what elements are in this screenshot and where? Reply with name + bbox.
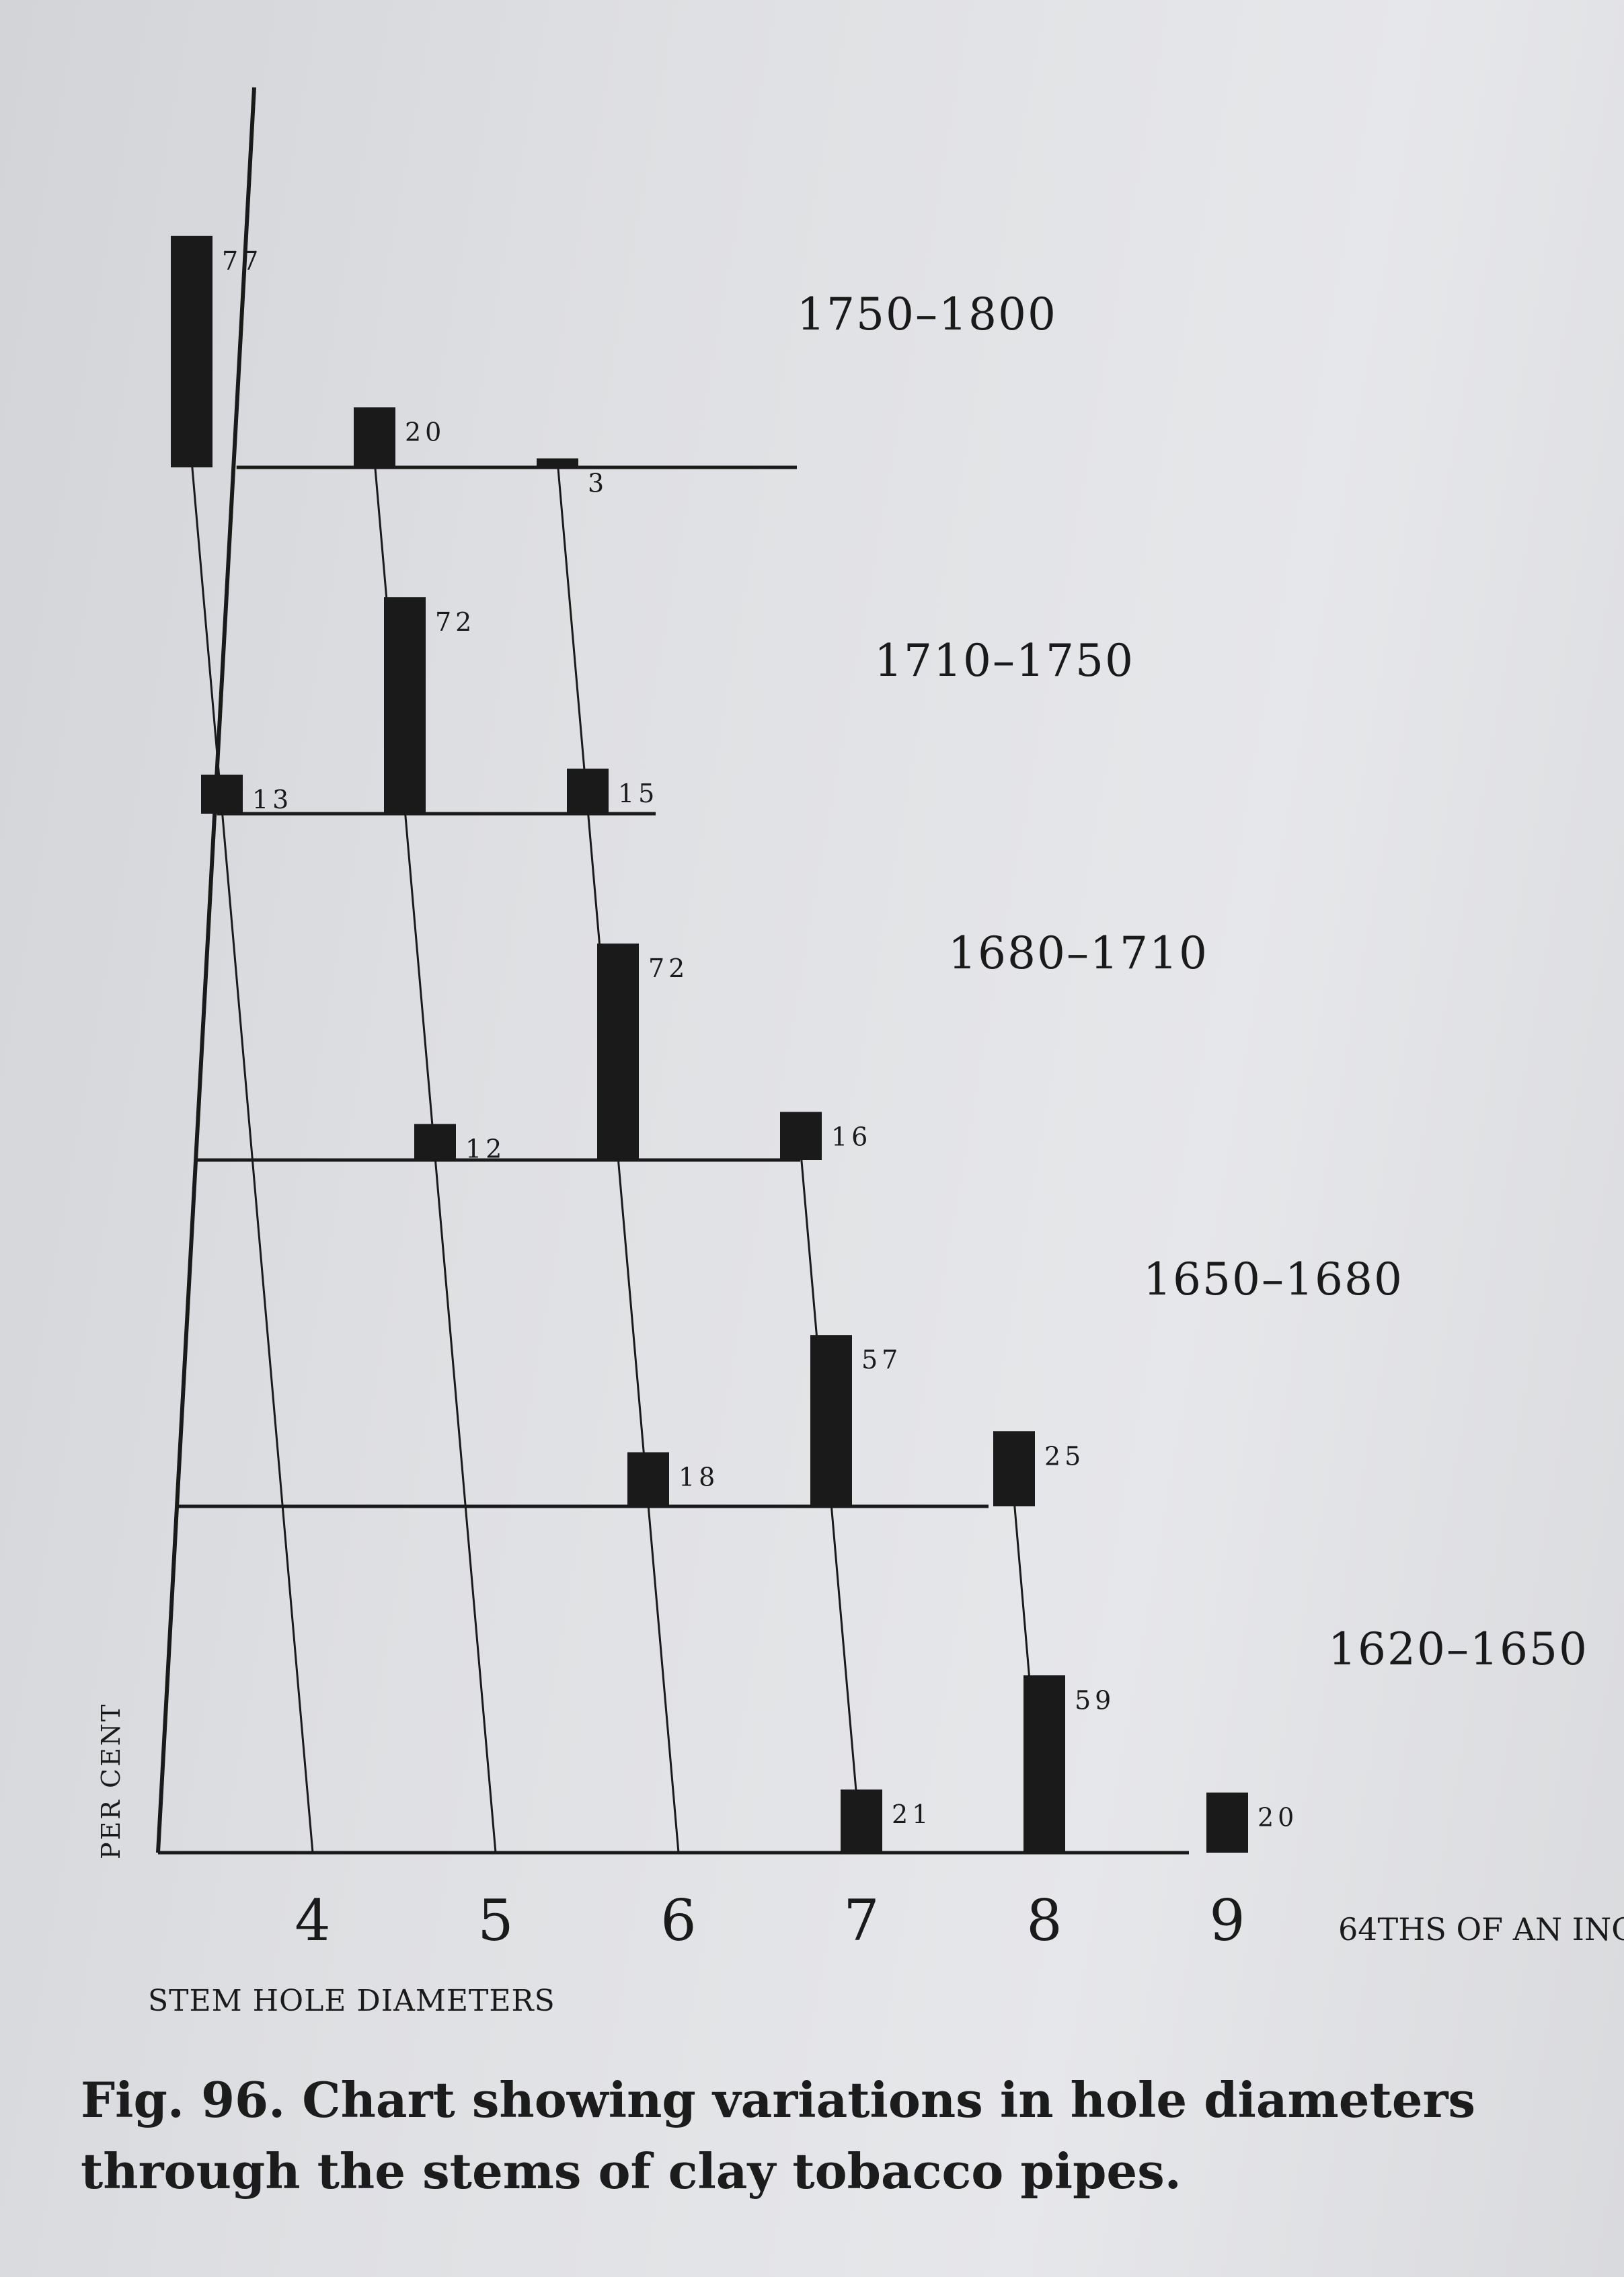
bar	[841, 1789, 882, 1853]
period-label: 1620–1650	[1328, 1623, 1588, 1675]
bar	[1206, 1792, 1248, 1853]
bar-value-label: 20	[405, 418, 445, 447]
x-tick-label: 9	[1209, 1888, 1245, 1954]
x-tick-label: 7	[843, 1888, 879, 1954]
x-tick-label: 6	[660, 1888, 696, 1954]
bar	[567, 768, 609, 814]
bar	[627, 1452, 669, 1506]
x-tick-label: 4	[295, 1888, 330, 1954]
x-tick-label: 5	[477, 1888, 513, 1954]
figure-caption: Fig. 96. Chart showing variations in hol…	[81, 2071, 1476, 2200]
period-label: 1680–1710	[948, 927, 1208, 979]
bar	[537, 458, 578, 467]
bar	[171, 235, 212, 467]
x-tick-label: 8	[1026, 1888, 1062, 1954]
bar-value-label: 77	[222, 246, 262, 276]
bar	[780, 1112, 822, 1160]
bar	[810, 1335, 852, 1506]
bar-value-label: 72	[648, 954, 689, 983]
period-label: 1750–1800	[797, 288, 1057, 340]
bar	[597, 943, 639, 1160]
category-guide-line	[190, 460, 314, 1853]
period-label: 1650–1680	[1143, 1253, 1403, 1305]
bar-value-label: 15	[618, 779, 658, 808]
bar	[1023, 1675, 1065, 1853]
bar-value-label: 12	[465, 1134, 506, 1163]
bar-value-label: 25	[1044, 1441, 1085, 1471]
bar-value-label: 13	[252, 785, 293, 814]
bar-value-label: 21	[892, 1800, 932, 1829]
bar-value-label: 18	[679, 1463, 719, 1492]
bar	[354, 407, 395, 467]
bar	[993, 1431, 1035, 1506]
bar-value-label: 72	[435, 607, 475, 637]
bar	[384, 597, 426, 814]
y-axis-title: PER CENT	[96, 1703, 126, 1859]
bar-value-label: 3	[588, 469, 608, 498]
bar-value-label: 16	[831, 1122, 872, 1151]
y-axis	[156, 87, 256, 1853]
x-axis-title: STEM HOLE DIAMETERS	[148, 1984, 555, 2018]
period-label: 1710–1750	[874, 635, 1134, 687]
x-unit-label: 64THS OF AN INCH	[1338, 1911, 1624, 1947]
bar	[414, 1124, 456, 1160]
bar-value-label: 20	[1258, 1803, 1298, 1832]
bar	[201, 774, 243, 814]
bar-value-label: 59	[1075, 1685, 1115, 1715]
bar-value-label: 57	[861, 1345, 902, 1375]
